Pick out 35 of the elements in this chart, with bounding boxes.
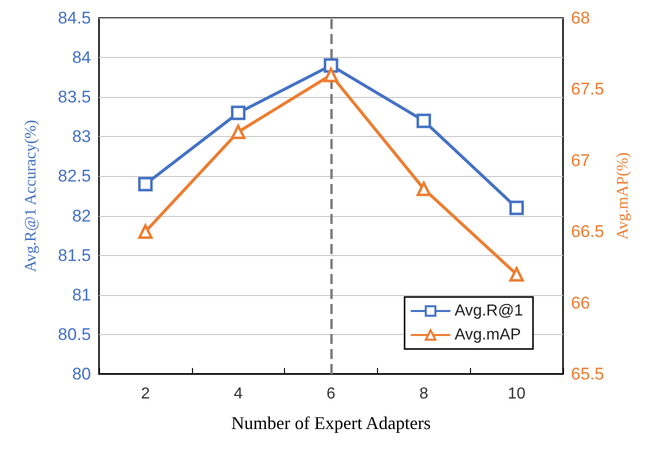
y-axis-title: Avg.R@1 Accuracy(%) (22, 120, 40, 272)
y-tick-label: 83.5 (58, 88, 91, 107)
y2-tick-label: 68 (571, 8, 590, 28)
point (138, 176, 153, 192)
y-tick-label: 81.5 (58, 246, 91, 265)
legend-label: Avg.R@1 (454, 302, 524, 320)
x-axis-title: Number of Expert Adapters (231, 413, 431, 433)
y-tick-label: 80.5 (58, 324, 91, 344)
y-tick-label: 82 (72, 206, 91, 226)
y-tick-label: 83 (72, 127, 91, 146)
point (509, 267, 524, 282)
point (416, 182, 432, 196)
x-tick-label: 2 (140, 386, 150, 402)
y2-tick-label: 66 (571, 293, 590, 312)
y2-tick-label: 65.5 (571, 364, 604, 384)
x-tick-label: 10 (508, 386, 526, 402)
x-tick-label: 6 (326, 386, 336, 402)
y2-tick-label: 67.5 (571, 80, 604, 99)
y-tick-label: 80 (72, 364, 91, 384)
y-tick-label: 81 (72, 285, 91, 304)
y2-tick-label: 66.5 (571, 222, 604, 242)
point (509, 200, 524, 216)
y2-axis-title: Avg.mAP(%) (614, 152, 632, 240)
y-tick-label: 84.5 (58, 8, 91, 28)
legend-label: Avg.mAP (454, 326, 521, 344)
y2-tick-label: 67 (571, 150, 590, 170)
x-tick-label: 8 (419, 386, 428, 402)
point (138, 224, 153, 239)
point (230, 124, 246, 140)
y-tick-label: 84 (72, 48, 91, 68)
point (230, 106, 246, 120)
y-tick-label: 82.5 (58, 166, 91, 186)
point (416, 114, 432, 128)
x-tick-label: 4 (234, 386, 243, 402)
point (324, 68, 338, 82)
